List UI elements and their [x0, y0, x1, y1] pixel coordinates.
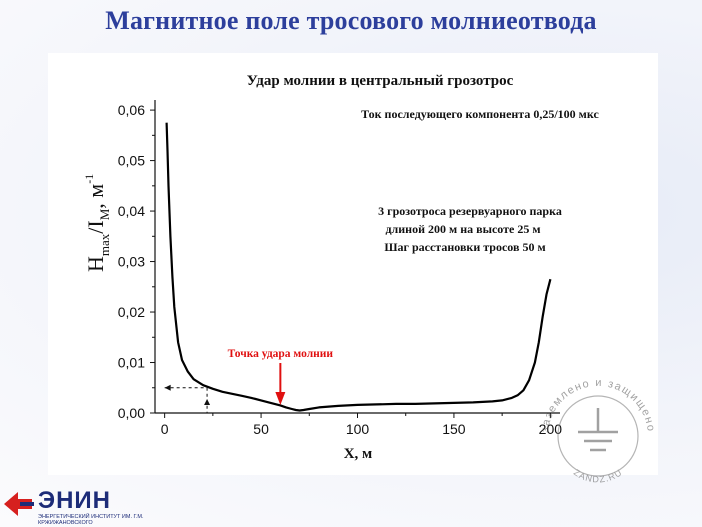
logo-text: ЭНИН: [38, 487, 111, 514]
slide-title: Магнитное поле тросового молниеотвода: [105, 6, 597, 35]
watermark-ring: [557, 395, 639, 477]
x-tick-label: 50: [253, 421, 269, 437]
ylabel-sub: max: [97, 233, 112, 256]
footer-logo: ЭНИН Энергетический институт им. Г.М. Кр…: [0, 485, 143, 527]
y-tick-label: 0,06: [118, 102, 145, 118]
ticks: 0 50 100 150 200 0,00 0,01 0,02 0,03 0,04 0,05 0,06: [118, 102, 562, 437]
ylabel-sup: -1: [82, 174, 96, 184]
y-tick-label: 0,04: [118, 203, 145, 219]
guide-arrow-left: [164, 384, 171, 391]
chart-title: Удар молнии в центральный грозотрос: [247, 73, 514, 89]
ylabel-slash: /I: [83, 220, 108, 233]
annotation-layer: Точка удара молнии: [228, 348, 334, 405]
info-line-3: Шаг расстановки тросов 50 м: [384, 240, 545, 254]
chart-subtitle: Ток последующего компонента 0,25/100 мкс: [361, 107, 599, 121]
y-tick-label: 0,02: [118, 304, 145, 320]
ylabel-main: H: [83, 256, 108, 272]
ground-icon: [578, 408, 618, 452]
guide-layer: [164, 384, 211, 413]
y-axis-label: Hmax/IM, м-1: [82, 174, 112, 272]
y-tick-label: 0,03: [118, 254, 145, 270]
y-tick-label: 0,00: [118, 405, 145, 421]
svg-text:Hmax/IM, м-1: Hmax/IM, м-1: [82, 174, 112, 272]
strike-point-label: Точка удара молнии: [228, 348, 334, 360]
x-tick-label: 150: [442, 421, 466, 437]
x-tick-label: 100: [346, 421, 370, 437]
x-tick-label: 200: [539, 421, 563, 437]
x-axis-label: X, м: [344, 446, 373, 462]
logo-subtext: Энергетический институт им. Г.М. Кржижан…: [38, 514, 144, 526]
strike-arrow-head: [275, 392, 286, 405]
watermark-ring-bottom: ZANDZ.RU: [572, 467, 623, 484]
x-tick-label: 0: [161, 421, 169, 437]
ylabel-unit: , м: [83, 184, 108, 209]
svg-text:ZANDZ.RU: ZANDZ.RU: [572, 467, 624, 484]
y-tick-label: 0,05: [118, 153, 145, 169]
axes: [154, 100, 560, 414]
y-tick-label: 0,01: [118, 355, 145, 371]
arrow-logo-icon: [4, 492, 34, 516]
info-line-1: 3 грозотроса резервуарного парка: [378, 204, 562, 218]
info-line-2: длиной 200 м на высоте 25 м: [385, 222, 540, 236]
ylabel-m: M: [97, 208, 112, 220]
series-layer: [165, 122, 552, 412]
guide-arrow-up: [204, 399, 211, 405]
series-line: [165, 122, 552, 412]
